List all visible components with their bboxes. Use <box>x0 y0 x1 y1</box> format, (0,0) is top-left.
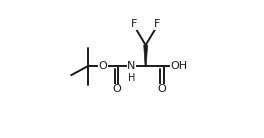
Text: H: H <box>128 73 135 83</box>
Text: O: O <box>112 84 121 95</box>
Text: O: O <box>98 61 107 71</box>
Text: O: O <box>158 84 166 95</box>
Text: F: F <box>154 19 161 29</box>
Text: F: F <box>131 19 137 29</box>
Polygon shape <box>144 45 148 66</box>
Text: N: N <box>127 61 135 71</box>
Text: OH: OH <box>171 61 188 71</box>
